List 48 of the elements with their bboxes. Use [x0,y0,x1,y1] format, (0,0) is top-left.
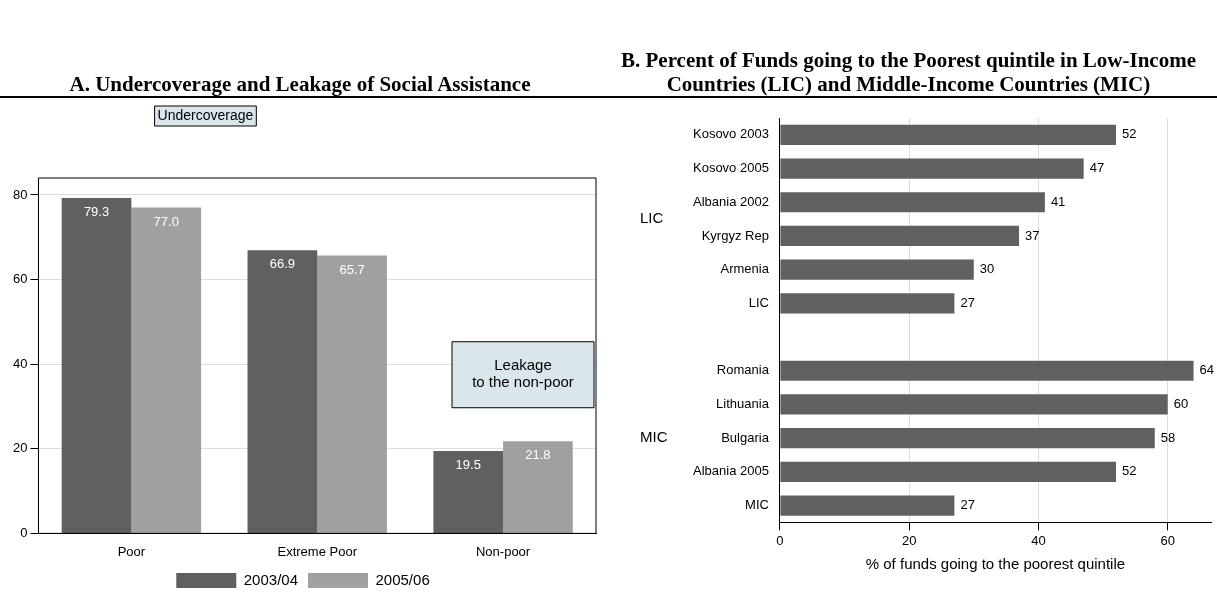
data-label: 66.9 [269,256,296,272]
legend-label: 2005/06 [375,570,430,588]
data-label: 77.0 [153,213,179,229]
data-label: 30 [979,261,995,277]
y-tick-label: 40 [12,355,28,371]
data-label: 65.7 [339,261,365,277]
x-tick-label: 60 [1160,532,1175,548]
y-tick-label: 80 [12,186,28,202]
y-tick-label: Bulgaria [721,429,770,445]
x-tick-label: 0 [776,532,784,548]
text: Undercoverage [157,106,254,123]
text: LIC [640,209,664,227]
y-tick-label: 60 [12,271,28,287]
annotation: Leakage to the non-poor [472,356,574,391]
chart-title: B. Percent of Funds going to the Poorest quintile in Low-Income Countries (LIC) and Middle-Income Countries (MIC) [600,0,1217,98]
text: MIC [640,428,668,446]
y-tick-label: LIC [748,294,769,310]
x-axis-title: % of funds going to the poorest quintile [865,555,1126,573]
data-label: 37 [1025,227,1040,243]
data-label: 60 [1173,396,1189,412]
data-label: 64 [1199,362,1215,378]
y-tick-label: Kyrgyz Rep [701,227,769,243]
x-tick-label: Poor [117,543,146,559]
y-tick-label: MIC [745,497,769,513]
x-tick-label: Extreme Poor [277,543,358,559]
y-tick-label: Albania 2005 [692,463,769,479]
data-label: 27 [960,497,975,513]
data-label: 27 [960,294,975,310]
y-tick-label: 20 [12,440,28,456]
y-tick-label: Albania 2002 [692,193,769,209]
y-tick-label: Lithuania [716,396,770,412]
y-tick-label: Armenia [720,261,770,277]
data-label: 19.5 [455,456,481,472]
data-label: 21.8 [525,447,551,463]
chart-title: A. Undercoverage and Leakage of Social Assistance [0,0,600,98]
y-tick-label: Kosovo 2003 [692,126,769,142]
x-tick-label: Non-poor [475,543,531,559]
data-label: 47 [1089,160,1105,176]
legend-label: 2003/04 [243,570,299,588]
data-label: 58 [1160,429,1176,445]
y-tick-label: Kosovo 2005 [692,160,769,176]
y-tick-label: Romania [716,362,770,378]
data-label: 52 [1121,126,1137,142]
x-tick-label: 20 [901,532,917,548]
data-label: 41 [1050,193,1066,209]
x-tick-label: 40 [1031,532,1046,548]
data-label: 52 [1121,463,1137,479]
data-label: 79.3 [83,203,110,219]
